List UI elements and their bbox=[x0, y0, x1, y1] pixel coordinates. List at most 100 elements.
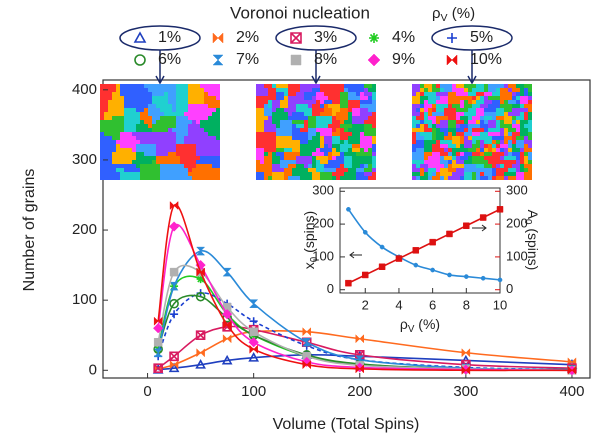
grain-cell bbox=[344, 88, 348, 92]
grain-cell bbox=[172, 176, 176, 180]
grain-cell bbox=[168, 108, 172, 112]
grain-cell bbox=[116, 128, 120, 132]
grain-cell bbox=[212, 116, 216, 120]
grain-cell bbox=[140, 96, 144, 100]
grain-cell bbox=[260, 96, 264, 100]
grain-cell bbox=[180, 108, 184, 112]
grain-cell bbox=[144, 120, 148, 124]
grain-cell bbox=[268, 172, 272, 176]
grain-cell bbox=[356, 92, 360, 96]
grain-cell bbox=[292, 92, 296, 96]
grain-cell bbox=[520, 124, 524, 128]
grain-cell bbox=[436, 176, 440, 180]
grain-cell bbox=[484, 96, 488, 100]
grain-cell bbox=[500, 132, 504, 136]
grain-cell bbox=[484, 88, 488, 92]
grain-cell bbox=[208, 164, 212, 168]
grain-cell bbox=[120, 116, 124, 120]
grain-cell bbox=[324, 132, 328, 136]
grain-cell bbox=[272, 104, 276, 108]
grain-cell bbox=[264, 108, 268, 112]
grain-cell bbox=[432, 84, 436, 88]
grain-cell bbox=[188, 128, 192, 132]
grain-cell bbox=[164, 152, 168, 156]
label-sub: V bbox=[441, 12, 448, 24]
grain-cell bbox=[188, 88, 192, 92]
grain-cell bbox=[264, 88, 268, 92]
grain-cell bbox=[352, 128, 356, 132]
grain-cell bbox=[100, 148, 104, 152]
grain-cell bbox=[280, 100, 284, 104]
grain-cell bbox=[320, 156, 324, 160]
grain-cell bbox=[188, 116, 192, 120]
grain-cell bbox=[304, 104, 308, 108]
grain-cell bbox=[372, 176, 376, 180]
grain-cell bbox=[212, 176, 216, 180]
grain-cell bbox=[448, 108, 452, 112]
grain-cell bbox=[428, 124, 432, 128]
grain-cell bbox=[320, 168, 324, 172]
grain-cell bbox=[128, 96, 132, 100]
grain-cell bbox=[104, 148, 108, 152]
grain-cell bbox=[372, 144, 376, 148]
grain-cell bbox=[444, 176, 448, 180]
grain-cell bbox=[412, 152, 416, 156]
grain-cell bbox=[356, 112, 360, 116]
grain-cell bbox=[264, 96, 268, 100]
grain-cell bbox=[108, 88, 112, 92]
grain-cell bbox=[152, 164, 156, 168]
grain-cell bbox=[496, 148, 500, 152]
grain-cell bbox=[144, 176, 148, 180]
grain-cell bbox=[144, 140, 148, 144]
grain-cell bbox=[268, 112, 272, 116]
grain-cell bbox=[160, 112, 164, 116]
grain-cell bbox=[280, 116, 284, 120]
grain-cell bbox=[156, 108, 160, 112]
grain-cell bbox=[164, 148, 168, 152]
grain-cell bbox=[420, 140, 424, 144]
grain-cell bbox=[476, 132, 480, 136]
grain-cell bbox=[324, 160, 328, 164]
grain-cell bbox=[436, 136, 440, 140]
grain-cell bbox=[476, 176, 480, 180]
grain-cell bbox=[320, 84, 324, 88]
grain-cell bbox=[288, 84, 292, 88]
grain-cell bbox=[328, 100, 332, 104]
grain-cell bbox=[348, 172, 352, 176]
grain-cell bbox=[488, 112, 492, 116]
grain-cell bbox=[216, 108, 220, 112]
grain-cell bbox=[140, 172, 144, 176]
grain-cell bbox=[476, 96, 480, 100]
grain-cell bbox=[128, 156, 132, 160]
grain-cell bbox=[516, 116, 520, 120]
grain-cell bbox=[108, 172, 112, 176]
grain-cell bbox=[116, 172, 120, 176]
grain-cell bbox=[372, 148, 376, 152]
grain-cell bbox=[196, 112, 200, 116]
grain-cell bbox=[512, 88, 516, 92]
grain-cell bbox=[296, 124, 300, 128]
grain-cell bbox=[424, 148, 428, 152]
grain-cell bbox=[452, 92, 456, 96]
grain-cell bbox=[440, 96, 444, 100]
grain-cell bbox=[188, 92, 192, 96]
grain-cell bbox=[132, 112, 136, 116]
grain-cell bbox=[504, 172, 508, 176]
grain-cell bbox=[332, 84, 336, 88]
grain-cell bbox=[476, 112, 480, 116]
grain-cell bbox=[276, 152, 280, 156]
legend-label: 7% bbox=[236, 51, 259, 68]
grain-cell bbox=[280, 164, 284, 168]
grain-cell bbox=[284, 124, 288, 128]
grain-cell bbox=[132, 128, 136, 132]
grain-cell bbox=[156, 164, 160, 168]
grain-cell bbox=[120, 164, 124, 168]
grain-cell bbox=[300, 124, 304, 128]
grain-cell bbox=[168, 116, 172, 120]
grain-cell bbox=[320, 164, 324, 168]
grain-cell bbox=[188, 168, 192, 172]
grain-cell bbox=[212, 168, 216, 172]
grain-cell bbox=[340, 116, 344, 120]
grain-cell bbox=[268, 156, 272, 160]
grain-cell bbox=[432, 96, 436, 100]
